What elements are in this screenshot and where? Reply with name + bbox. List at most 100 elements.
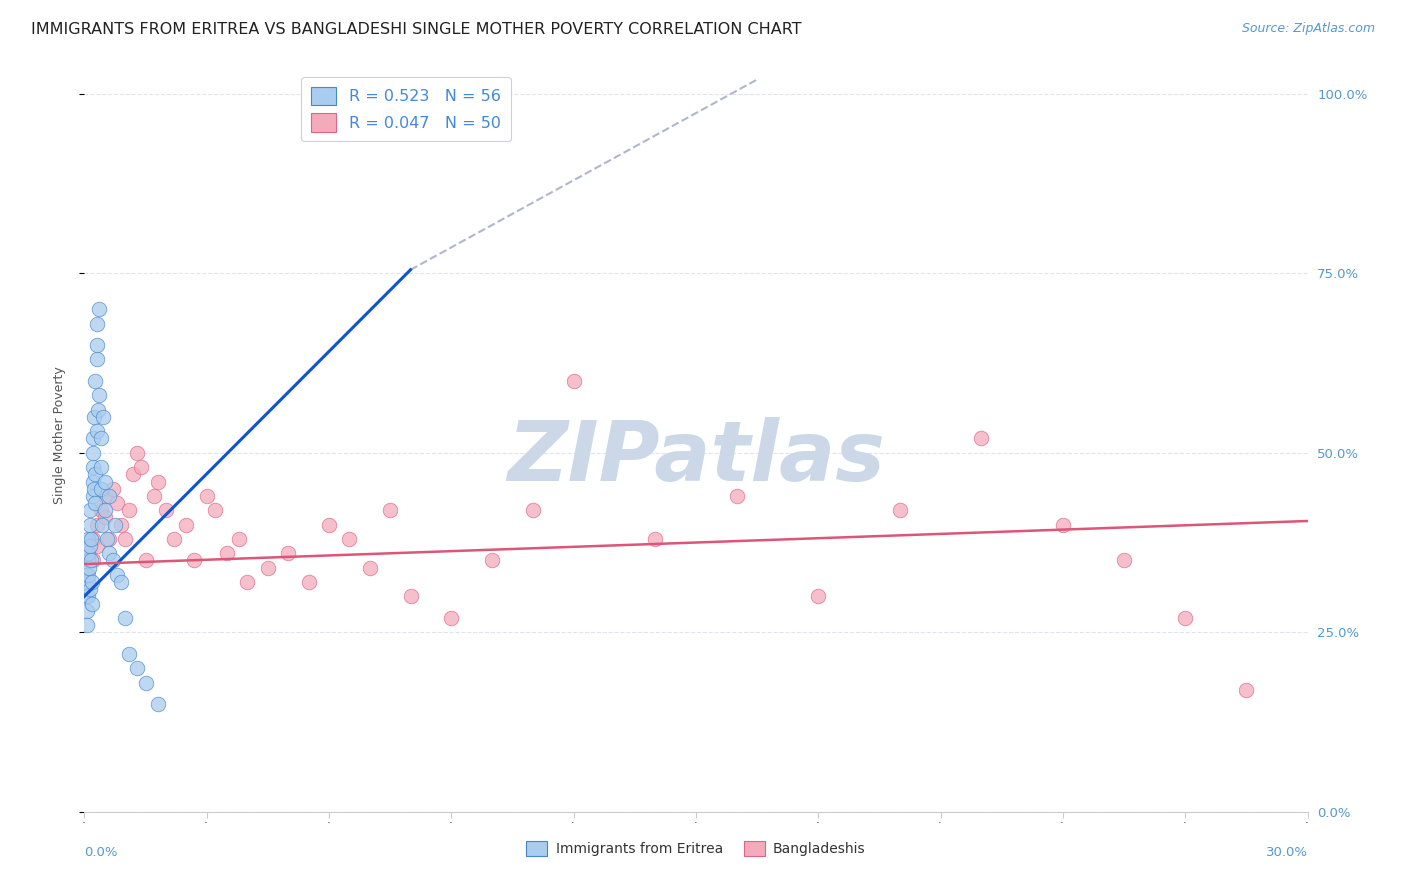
Point: [86, 338, 108, 352]
Point: [90, 432, 112, 446]
Point: [82, 532, 104, 546]
Point: [440, 611, 463, 625]
Point: [105, 567, 128, 582]
Point: [339, 532, 361, 546]
Point: [318, 517, 340, 532]
Point: [93, 475, 115, 489]
Point: [217, 546, 239, 560]
Point: [257, 560, 280, 574]
Point: [101, 482, 124, 496]
Point: [114, 532, 136, 546]
Point: [522, 503, 544, 517]
Point: [135, 553, 157, 567]
Point: [1174, 611, 1197, 625]
Point: [889, 503, 911, 517]
Point: [86, 539, 108, 553]
Point: [82, 460, 104, 475]
Point: [90, 482, 112, 496]
Point: [86, 424, 108, 438]
Point: [79, 503, 101, 517]
Text: 30.0%: 30.0%: [1265, 846, 1308, 859]
Point: [131, 460, 153, 475]
Point: [399, 590, 422, 604]
Point: [76, 574, 98, 589]
Point: [80, 532, 103, 546]
Point: [204, 503, 226, 517]
Point: [183, 553, 205, 567]
Point: [82, 489, 104, 503]
Point: [127, 446, 149, 460]
Point: [77, 532, 100, 546]
Point: [562, 374, 585, 388]
Point: [163, 532, 186, 546]
Point: [91, 409, 114, 424]
Point: [82, 553, 104, 567]
Point: [807, 590, 830, 604]
Point: [77, 560, 100, 574]
Point: [93, 510, 115, 524]
Legend: Immigrants from Eritrea, Bangladeshis: Immigrants from Eritrea, Bangladeshis: [520, 835, 872, 862]
Point: [77, 546, 100, 560]
Point: [359, 560, 381, 574]
Point: [380, 503, 402, 517]
Point: [79, 517, 101, 532]
Point: [97, 532, 120, 546]
Point: [93, 503, 115, 517]
Point: [118, 647, 141, 661]
Text: 0.0%: 0.0%: [84, 846, 118, 859]
Point: [298, 574, 321, 589]
Point: [83, 409, 105, 424]
Point: [122, 467, 145, 482]
Point: [87, 302, 110, 317]
Point: [1236, 682, 1258, 697]
Point: [96, 532, 118, 546]
Text: ZIPatlas: ZIPatlas: [508, 417, 884, 498]
Point: [77, 546, 100, 560]
Point: [277, 546, 299, 560]
Point: [86, 352, 108, 367]
Point: [82, 432, 104, 446]
Point: [77, 553, 100, 567]
Point: [725, 489, 748, 503]
Point: [142, 489, 165, 503]
Point: [101, 553, 124, 567]
Point: [195, 489, 218, 503]
Point: [84, 467, 107, 482]
Point: [174, 517, 197, 532]
Point: [82, 446, 104, 460]
Point: [83, 496, 105, 510]
Point: [380, 108, 402, 122]
Point: [90, 503, 112, 517]
Point: [83, 482, 105, 496]
Point: [236, 574, 259, 589]
Point: [76, 618, 98, 632]
Point: [77, 590, 100, 604]
Point: [79, 582, 101, 597]
Point: [75, 567, 97, 582]
Point: [135, 675, 157, 690]
Point: [110, 574, 132, 589]
Point: [84, 374, 107, 388]
Point: [87, 402, 110, 417]
Point: [82, 475, 104, 489]
Y-axis label: Single Mother Poverty: Single Mother Poverty: [53, 366, 66, 504]
Point: [82, 597, 104, 611]
Point: [79, 539, 101, 553]
Point: [93, 489, 115, 503]
Point: [114, 611, 136, 625]
Point: [1052, 517, 1074, 532]
Text: Source: ZipAtlas.com: Source: ZipAtlas.com: [1241, 22, 1375, 36]
Point: [80, 574, 103, 589]
Point: [90, 460, 112, 475]
Point: [97, 489, 120, 503]
Point: [127, 661, 149, 675]
Point: [105, 496, 128, 510]
Point: [80, 553, 103, 567]
Point: [146, 475, 169, 489]
Point: [228, 532, 250, 546]
Point: [118, 503, 141, 517]
Point: [76, 604, 98, 618]
Point: [970, 432, 993, 446]
Point: [155, 503, 177, 517]
Point: [110, 517, 132, 532]
